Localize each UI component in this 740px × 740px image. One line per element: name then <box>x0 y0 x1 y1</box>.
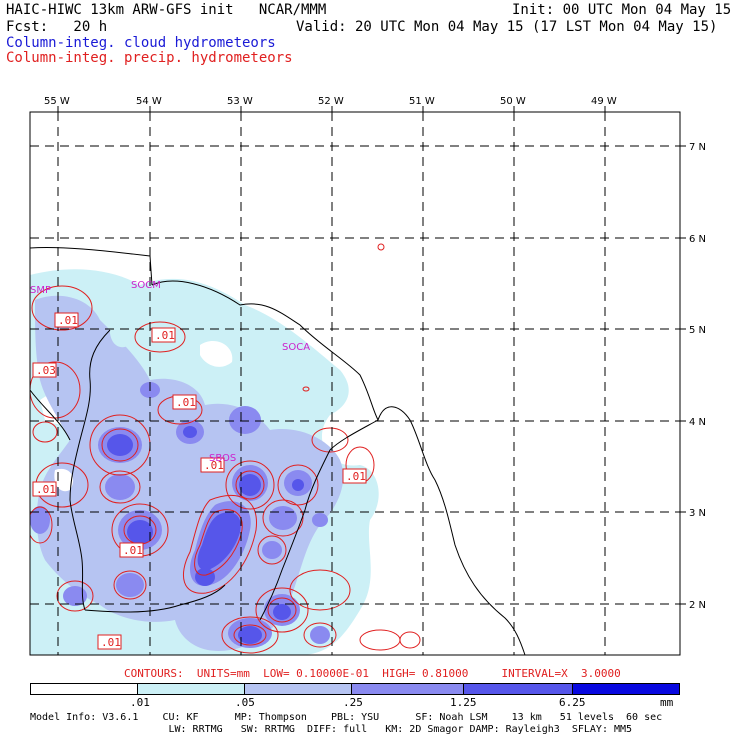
contour-label-layer: .01 .01 .03 .01 .01 .01 .01 .01 .01 <box>32 312 367 650</box>
model-info-line2: LW: RRTMG SW: RRTMG DIFF: full KM: 2D Sm… <box>30 724 633 735</box>
longitude-label: 54 W <box>136 96 162 107</box>
latitude-label-layer: 7 N 6 N 5 N 4 N 3 N 2 N <box>689 142 706 611</box>
contour-label: .01 <box>97 634 122 650</box>
colorbar-cell <box>351 683 464 695</box>
longitude-label: 50 W <box>500 96 526 107</box>
latitude-label: 2 N <box>689 600 706 611</box>
contour-label-text: .01 <box>346 470 366 483</box>
contour-label: .01 <box>32 481 57 497</box>
valid-time: Valid: 20 UTC Mon 04 May 15 (17 LST Mon … <box>296 19 718 35</box>
contour-label-text: .01 <box>176 396 196 409</box>
graticule <box>30 112 680 655</box>
colorbar-label: .25 <box>343 696 363 709</box>
station-label: SBOS <box>209 453 236 464</box>
coastline-layer <box>29 246 526 656</box>
station-label: SOCA <box>282 342 310 353</box>
contour-label-text: .01 <box>204 459 224 472</box>
legend-cloud-hydrometeors: Column-integ. cloud hydrometeors <box>6 35 276 51</box>
forecast-hour: Fcst: 20 h <box>6 19 108 35</box>
contour-info: CONTOURS: UNITS=mm LOW= 0.10000E-01 HIGH… <box>124 667 621 680</box>
contour-label: .01 <box>342 468 367 484</box>
colorbar-cell <box>463 683 573 695</box>
longitude-label-layer: 55 W 54 W 53 W 52 W 51 W 50 W 49 W <box>44 96 617 107</box>
colorbar-cell <box>244 683 352 695</box>
station-label: SMP <box>30 285 51 296</box>
colorbar-cell <box>572 683 680 695</box>
longitude-label: 49 W <box>591 96 617 107</box>
latitude-label: 7 N <box>689 142 706 153</box>
contour-label: .01 <box>151 327 176 343</box>
colorbar-cell <box>30 683 138 695</box>
latitude-label: 6 N <box>689 234 706 245</box>
contour-label: .01 <box>54 312 79 328</box>
contour-label-text: .01 <box>58 314 78 327</box>
latitude-label: 4 N <box>689 417 706 428</box>
longitude-label: 52 W <box>318 96 344 107</box>
station-label: SOCM <box>131 280 161 291</box>
contour-label-text: .01 <box>36 483 56 496</box>
longitude-label: 55 W <box>44 96 70 107</box>
contour-label-text: .01 <box>101 636 121 649</box>
contour-label-text: .03 <box>36 364 56 377</box>
colorbar-cell <box>137 683 245 695</box>
longitude-label: 51 W <box>409 96 435 107</box>
contour-label: .03 <box>32 362 57 378</box>
latitude-label: 5 N <box>689 325 706 336</box>
model-title: HAIC-HIWC 13km ARW-GFS init NCAR/MMM <box>6 2 327 18</box>
contour-label-text: .01 <box>123 544 143 557</box>
colorbar-label: 6.25 <box>559 696 586 709</box>
precip-contour-layer <box>30 243 421 654</box>
colorbar-label: .05 <box>235 696 255 709</box>
colorbar-units: mm <box>660 696 674 709</box>
model-info-line1: Model Info: V3.6.1 CU: KF MP: Thompson P… <box>30 712 663 723</box>
contour-label: .01 <box>119 542 144 558</box>
plot-frame <box>29 111 681 656</box>
station-label-layer: SMP SOCM SOCA SBOS <box>30 280 310 464</box>
contour-label: .01 <box>172 394 197 410</box>
contour-label-text: .01 <box>155 329 175 342</box>
longitude-label: 53 W <box>227 96 253 107</box>
colorbar-label: 1.25 <box>450 696 477 709</box>
colorbar-label: .01 <box>130 696 150 709</box>
init-time: Init: 00 UTC Mon 04 May 15 <box>512 2 732 18</box>
contour-label: .01 <box>200 457 225 473</box>
axis-ticks <box>57 106 686 605</box>
legend-precip-hydrometeors: Column-integ. precip. hydrometeors <box>6 50 293 66</box>
latitude-label: 3 N <box>689 508 706 519</box>
